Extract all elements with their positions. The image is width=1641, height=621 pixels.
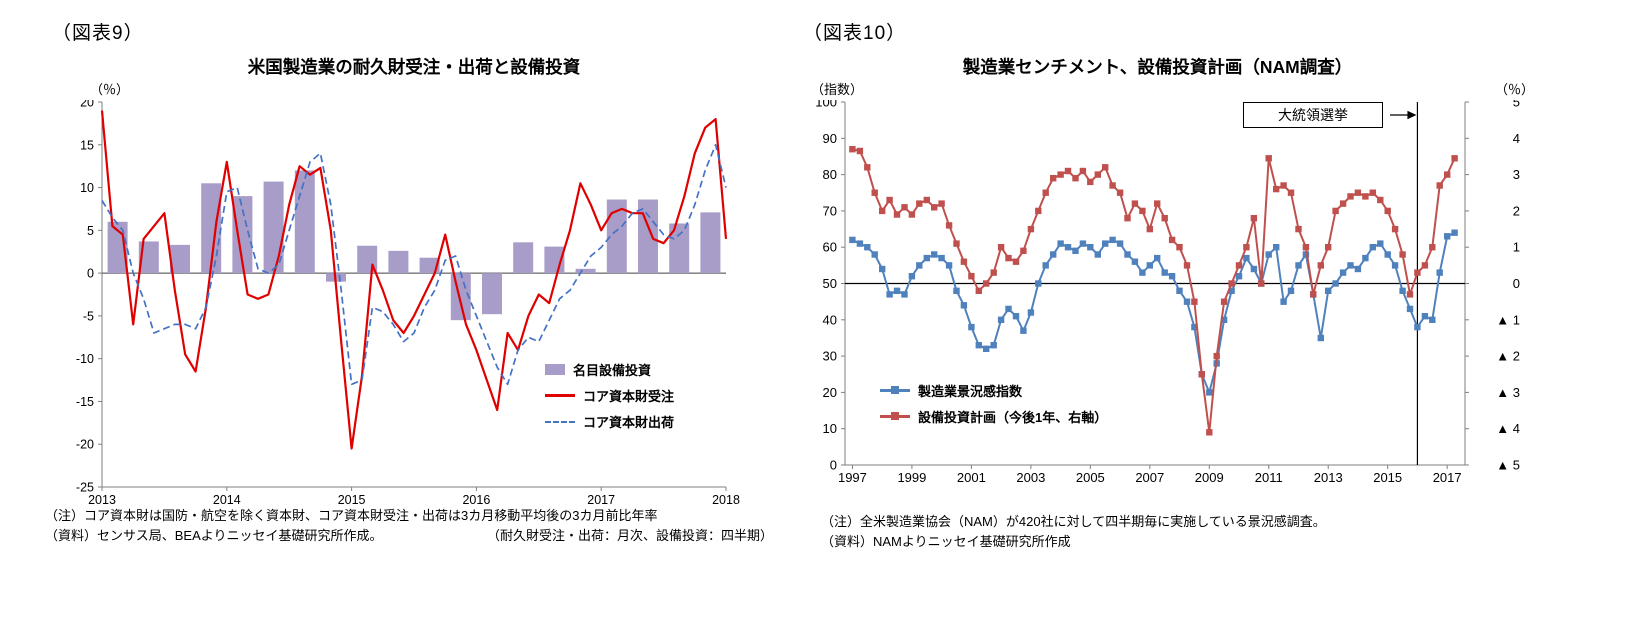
figure-9-legend: 名目設備投資 コア資本財受注 コア資本財出荷: [545, 360, 674, 431]
svg-text:2017: 2017: [587, 493, 615, 505]
svg-text:3: 3: [1513, 167, 1520, 182]
svg-text:0: 0: [830, 458, 837, 473]
svg-text:▲ 4: ▲ 4: [1496, 421, 1520, 436]
svg-text:30: 30: [823, 349, 837, 364]
figure-9-chart: 20 15 10 5 0 -5 -10 -15 -20 -25 2013 2014 2015 2016 20…: [40, 100, 780, 505]
svg-text:▲ 5: ▲ 5: [1496, 458, 1520, 473]
legend-label-sentiment: 製造業景況感指数: [918, 384, 1023, 399]
figure-10-right-unit: （％）: [1495, 82, 1535, 97]
capex-plan-line-swatch: [880, 412, 910, 420]
svg-text:2005: 2005: [1076, 470, 1105, 485]
svg-text:5: 5: [87, 224, 94, 238]
svg-text:0: 0: [1513, 276, 1520, 291]
legend-item-capex-bars: 名目設備投資: [545, 360, 674, 379]
svg-text:2014: 2014: [213, 493, 241, 505]
svg-text:2018: 2018: [712, 493, 740, 505]
legend-label-capex-bars: 名目設備投資: [573, 363, 652, 378]
figure-9-y-unit: （％）: [90, 82, 130, 97]
legend-item-core-shipments: コア資本財出荷: [545, 412, 674, 431]
figure-9-note-1: （注）コア資本財は国防・航空を除く資本財、コア資本財受注・出荷は3カ月移動平均後…: [45, 508, 658, 523]
svg-text:▲ 1: ▲ 1: [1496, 312, 1520, 327]
figure-9: （図表9） 米国製造業の耐久財受注・出荷と設備投資 （％） 20 15 10 5 0 -5…: [40, 0, 785, 621]
svg-text:70: 70: [823, 203, 837, 218]
legend-item-sentiment: 製造業景況感指数: [880, 381, 1107, 400]
svg-text:50: 50: [823, 276, 837, 291]
figure-10-left-unit: （指数）: [811, 82, 864, 97]
svg-text:2011: 2011: [1255, 470, 1283, 485]
svg-text:2013: 2013: [88, 493, 116, 505]
svg-text:▲ 3: ▲ 3: [1496, 385, 1520, 400]
svg-text:1999: 1999: [897, 470, 926, 485]
svg-text:0: 0: [87, 267, 94, 281]
figure-10-chart: 0 10 20 30 40 50 60 70 80 90 100 5 4 3 2 1 0 ▲ 1 ▲ 2 ▲ 3 ▲ 4…: [795, 100, 1605, 500]
svg-text:2016: 2016: [462, 493, 490, 505]
figure-10-label: （図表10）: [803, 23, 907, 44]
svg-text:1997: 1997: [838, 470, 867, 485]
svg-text:-15: -15: [76, 395, 94, 409]
svg-text:2001: 2001: [957, 470, 986, 485]
svg-text:20: 20: [823, 385, 837, 400]
svg-text:10: 10: [80, 181, 94, 195]
svg-text:5: 5: [1513, 100, 1520, 110]
svg-text:-25: -25: [76, 481, 94, 495]
svg-text:2: 2: [1513, 203, 1520, 218]
sentiment-line-swatch: [880, 386, 910, 394]
figure-9-title: 米国製造業の耐久財受注・出荷と設備投資: [247, 57, 581, 77]
svg-text:15: 15: [80, 138, 94, 152]
svg-text:20: 20: [80, 100, 94, 110]
svg-text:10: 10: [823, 421, 837, 436]
svg-text:2015: 2015: [338, 493, 366, 505]
shipments-line-swatch: [545, 420, 575, 423]
svg-text:2015: 2015: [1373, 470, 1402, 485]
svg-text:-20: -20: [76, 438, 94, 452]
svg-text:2017: 2017: [1433, 470, 1462, 485]
figure-9-frequency-note: （耐久財受注・出荷：月次、設備投資：四半期）: [486, 528, 773, 544]
legend-label-core-shipments: コア資本財出荷: [583, 415, 675, 430]
svg-text:2013: 2013: [1314, 470, 1343, 485]
orders-line-swatch: [545, 394, 575, 397]
svg-text:80: 80: [823, 167, 837, 182]
legend-label-core-orders: コア資本財受注: [583, 389, 675, 404]
legend-label-capex-plan: 設備投資計画（今後1年、右軸）: [918, 410, 1108, 425]
svg-text:90: 90: [823, 131, 837, 146]
svg-text:-10: -10: [76, 352, 94, 366]
legend-item-capex-plan: 設備投資計画（今後1年、右軸）: [880, 407, 1107, 426]
svg-text:60: 60: [823, 240, 837, 255]
figure-9-notes: （注）コア資本財は国防・航空を除く資本財、コア資本財受注・出荷は3カ月移動平均後…: [45, 506, 773, 546]
svg-text:▲ 2: ▲ 2: [1496, 349, 1520, 364]
svg-text:2007: 2007: [1135, 470, 1164, 485]
capex-bar-swatch: [545, 364, 565, 375]
svg-text:-5: -5: [83, 309, 94, 323]
figure-10-legend: 製造業景況感指数 設備投資計画（今後1年、右軸）: [880, 381, 1107, 426]
svg-text:2009: 2009: [1195, 470, 1224, 485]
figure-10-source-note: （資料）NAMよりニッセイ基礎研究所作成: [821, 534, 1071, 550]
svg-text:100: 100: [815, 100, 837, 110]
figure-10-notes: （注）全米製造業協会（NAM）が420社に対して四半期毎に実施している景況感調査…: [821, 512, 1581, 552]
figure-10-note-1: （注）全米製造業協会（NAM）が420社に対して四半期毎に実施している景況感調査…: [821, 514, 1326, 529]
svg-text:40: 40: [823, 312, 837, 327]
election-annotation: 大統領選挙: [1243, 102, 1383, 128]
svg-text:2003: 2003: [1016, 470, 1045, 485]
legend-item-core-orders: コア資本財受注: [545, 386, 674, 405]
figure-10-title: 製造業センチメント、設備投資計画（NAM調査）: [962, 57, 1353, 77]
figure-9-source-note: （資料）センサス局、BEAよりニッセイ基礎研究所作成。: [45, 528, 383, 544]
svg-text:4: 4: [1513, 131, 1520, 146]
figure-9-label: （図表9）: [52, 23, 144, 44]
figure-10: （図表10） 製造業センチメント、設備投資計画（NAM調査） （指数） （％） …: [795, 0, 1610, 621]
svg-text:1: 1: [1513, 240, 1520, 255]
